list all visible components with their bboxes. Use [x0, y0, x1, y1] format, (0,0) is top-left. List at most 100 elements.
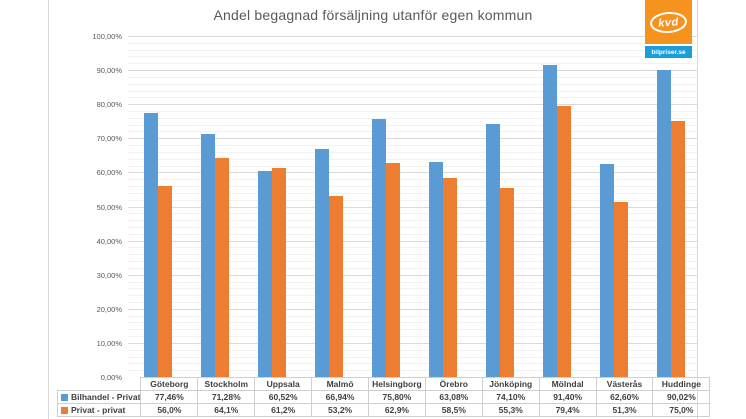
minor-gridline: [128, 131, 697, 133]
value-cell: 66,94%: [311, 390, 369, 404]
y-axis-tick-label: 90,00%: [96, 66, 122, 76]
minor-gridline: [128, 192, 697, 194]
kvd-logo-oval: kvd: [649, 10, 688, 34]
legend-cell-bilhandel: Bilhandel - Privat: [56, 390, 142, 404]
value-cell: 64,1%: [197, 403, 256, 417]
minor-gridline: [128, 213, 697, 215]
legend-series-name: Bilhandel - Privat: [71, 392, 141, 402]
minor-gridline: [128, 165, 697, 167]
bar-privat-7: [556, 106, 571, 377]
minor-gridline: [128, 145, 697, 147]
y-axis-tick-label: 10,00%: [96, 338, 122, 348]
value-cell: 58,5%: [424, 403, 483, 417]
category-header-cell: Uppsala: [254, 377, 313, 391]
bar-privat-2: [272, 168, 287, 377]
category-header-cell: Västerås: [595, 377, 654, 391]
minor-gridline: [128, 49, 697, 51]
major-gridline: [128, 308, 697, 310]
minor-gridline: [128, 111, 697, 113]
minor-gridline: [128, 83, 697, 85]
value-cell: 60,52%: [254, 390, 313, 404]
legend-swatch-icon: [61, 394, 68, 401]
table-header-row: Göteborg Stockholm Uppsala Malmö Helsingborg…: [58, 377, 711, 391]
bar-privat-8: [613, 202, 628, 377]
value-cell: 61,2%: [254, 403, 313, 417]
major-gridline: [128, 240, 697, 242]
minor-gridline: [128, 261, 697, 263]
bar-bilhandel-0: [144, 112, 159, 377]
table-corner-cell: [58, 378, 141, 391]
major-gridline: [128, 70, 697, 72]
category-header-cell: Jönköping: [481, 377, 540, 391]
value-cell: 75,80%: [368, 390, 426, 404]
y-axis-tick-label: 100,00%: [92, 32, 122, 41]
major-gridline: [128, 138, 697, 140]
bar-bilhandel-7: [542, 65, 557, 377]
category-header-cell: Göteborg: [140, 377, 199, 391]
value-cell: 62,9%: [368, 403, 426, 417]
major-gridline: [128, 206, 697, 208]
value-cell: 55,3%: [481, 403, 540, 417]
bar-bilhandel-9: [656, 70, 671, 377]
minor-gridline: [128, 349, 697, 351]
bar-bilhandel-2: [258, 170, 273, 377]
bar-bilhandel-4: [372, 118, 387, 377]
category-header-cell: Helsingborg: [368, 377, 426, 391]
bar-bilhandel-8: [599, 163, 614, 377]
data-table: Göteborg Stockholm Uppsala Malmö Helsingborg…: [56, 377, 711, 417]
minor-gridline: [128, 247, 697, 249]
category-header-cell: Malmö: [311, 377, 369, 391]
kvd-logo-text: kvd: [657, 15, 680, 29]
minor-gridline: [128, 295, 697, 297]
table-series-row: Privat - privat 56,0% 64,1% 61,2% 53,2% 62,9%…: [56, 403, 711, 417]
category-header-cell: Stockholm: [197, 377, 256, 391]
value-cell: 91,40%: [538, 390, 597, 404]
value-cell: 63,08%: [424, 390, 483, 404]
minor-gridline: [128, 254, 697, 256]
bar-privat-1: [215, 158, 230, 377]
minor-gridline: [128, 363, 697, 365]
minor-gridline: [128, 151, 697, 153]
table-series-row: Bilhandel - Privat 77,46% 71,28% 60,52% 66,9…: [56, 390, 711, 404]
legend-cell-privat: Privat - privat: [56, 403, 142, 417]
major-gridline: [128, 36, 697, 37]
value-cell: 79,4%: [538, 403, 597, 417]
minor-gridline: [128, 76, 697, 78]
legend-series-name: Privat - privat: [71, 405, 126, 415]
minor-gridline: [128, 281, 697, 283]
value-cell: 53,2%: [311, 403, 369, 417]
minor-gridline: [128, 336, 697, 338]
value-cell: 71,28%: [197, 390, 256, 404]
minor-gridline: [128, 124, 697, 126]
bar-privat-3: [329, 195, 344, 377]
y-axis-tick-label: 80,00%: [96, 100, 122, 110]
minor-gridline: [128, 301, 697, 303]
value-cell: 74,10%: [481, 390, 540, 404]
minor-gridline: [128, 97, 697, 99]
minor-gridline: [128, 199, 697, 201]
minor-gridline: [128, 356, 697, 358]
minor-gridline: [128, 267, 697, 269]
value-cell: 56,0%: [140, 403, 199, 417]
y-axis-tick-label: 0,00%: [100, 373, 122, 382]
value-cell: 77,46%: [140, 390, 199, 404]
value-cell: 51,3%: [595, 403, 654, 417]
minor-gridline: [128, 117, 697, 119]
category-header-cell: Mölndal: [538, 377, 597, 391]
major-gridline: [128, 274, 697, 276]
kvd-logo: kvd: [645, 0, 692, 44]
bar-bilhandel-3: [315, 148, 330, 377]
y-axis-tick-label: 20,00%: [96, 304, 122, 314]
minor-gridline: [128, 186, 697, 188]
legend-swatch-icon: [61, 407, 68, 414]
minor-gridline: [128, 233, 697, 235]
major-gridline: [128, 342, 697, 344]
category-header-cell: Huddinge: [652, 377, 711, 391]
minor-gridline: [128, 63, 697, 65]
minor-gridline: [128, 315, 697, 317]
minor-gridline: [128, 90, 697, 92]
value-cell: 75,0%: [652, 403, 711, 417]
minor-gridline: [128, 370, 697, 372]
